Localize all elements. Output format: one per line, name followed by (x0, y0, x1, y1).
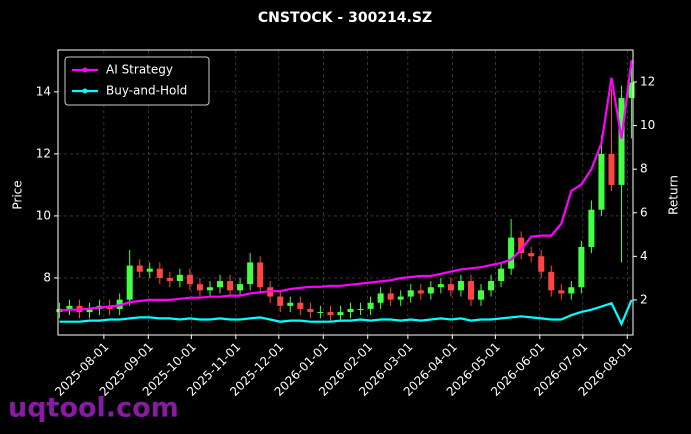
legend-label: AI Strategy (106, 63, 173, 77)
candle-body (588, 209, 595, 247)
candle-body (578, 246, 585, 288)
y-tick-label: 8 (43, 270, 51, 284)
candle-body (437, 284, 444, 288)
watermark: uqtool.com (8, 393, 179, 424)
candle-body (447, 284, 454, 291)
candle-body (156, 268, 163, 278)
candle-body (528, 253, 535, 257)
candle-body (347, 308, 354, 313)
candle-body (618, 98, 625, 185)
y2-tick-label: 12 (640, 75, 655, 89)
candle-body (397, 296, 404, 300)
candle-body (407, 290, 414, 297)
candle-body (377, 293, 384, 303)
candle-body (337, 312, 344, 316)
candle-body (387, 293, 394, 300)
candle-body (66, 305, 73, 309)
candle-body (467, 281, 474, 300)
y2-tick-label: 10 (640, 118, 655, 132)
candle-body (146, 268, 153, 272)
candle-body (297, 302, 304, 309)
candle-body (538, 256, 545, 272)
chart-title: CNSTOCK - 300214.SZ (258, 10, 432, 26)
series-line (59, 60, 633, 312)
legend-marker (82, 88, 88, 94)
candle-body (477, 290, 485, 300)
candle-body (86, 308, 93, 313)
candle-body (176, 274, 183, 282)
candles (56, 67, 635, 322)
candle-body (548, 271, 555, 291)
legend: AI Strategy Buy-and-Hold (64, 56, 210, 106)
legend-label: Buy-and-Hold (106, 84, 187, 98)
y-axis-label: Price (11, 180, 25, 209)
candle-body (206, 287, 214, 291)
candle-body (558, 290, 565, 294)
y2-tick-label: 6 (640, 205, 648, 219)
candle-body (217, 281, 224, 288)
series-line (59, 299, 633, 327)
candle-body (417, 290, 424, 294)
candle-body (186, 274, 193, 285)
legend-box (64, 56, 210, 106)
candle-body (196, 284, 203, 291)
y2-axis-label: Return (667, 175, 681, 215)
candle-body (518, 237, 525, 254)
y2-tick-label: 2 (640, 292, 648, 306)
candle-body (247, 262, 254, 285)
candle-body (568, 287, 575, 294)
candle-body (327, 312, 334, 316)
y-tick-label: 12 (36, 146, 51, 160)
y-tick-label: 14 (36, 84, 51, 98)
candle-body (457, 281, 464, 291)
candle-body (166, 277, 173, 282)
candle-body (608, 153, 615, 185)
plot-frame (57, 49, 634, 336)
candle-body (357, 308, 364, 310)
candle-body (488, 281, 495, 291)
y2-tick-label: 4 (640, 249, 648, 263)
candle-body (287, 302, 294, 306)
candle-body (237, 284, 244, 291)
candle-body (257, 262, 264, 288)
candle-body (227, 281, 234, 291)
candle-body (498, 268, 505, 282)
candle-body (508, 237, 515, 269)
candle-body (367, 302, 374, 309)
y-tick-label: 10 (36, 208, 51, 222)
legend-marker (82, 67, 88, 73)
candle-body (277, 296, 284, 306)
candle-body (427, 287, 434, 294)
y2-tick-label: 8 (640, 162, 648, 176)
candle-body (126, 265, 133, 300)
candle-body (136, 265, 143, 272)
candle-body (598, 153, 605, 210)
candle-body (317, 312, 324, 314)
candle-body (628, 82, 635, 99)
candle-body (307, 308, 314, 313)
